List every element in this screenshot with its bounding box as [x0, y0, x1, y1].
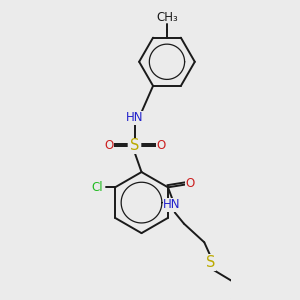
Text: CH₃: CH₃ — [156, 11, 178, 24]
Text: Cl: Cl — [92, 181, 103, 194]
Text: S: S — [130, 138, 140, 153]
Text: HN: HN — [163, 199, 181, 212]
Text: HN: HN — [126, 111, 143, 124]
Text: S: S — [206, 255, 215, 270]
Text: O: O — [185, 177, 195, 190]
Text: O: O — [156, 140, 166, 152]
Text: O: O — [104, 140, 113, 152]
